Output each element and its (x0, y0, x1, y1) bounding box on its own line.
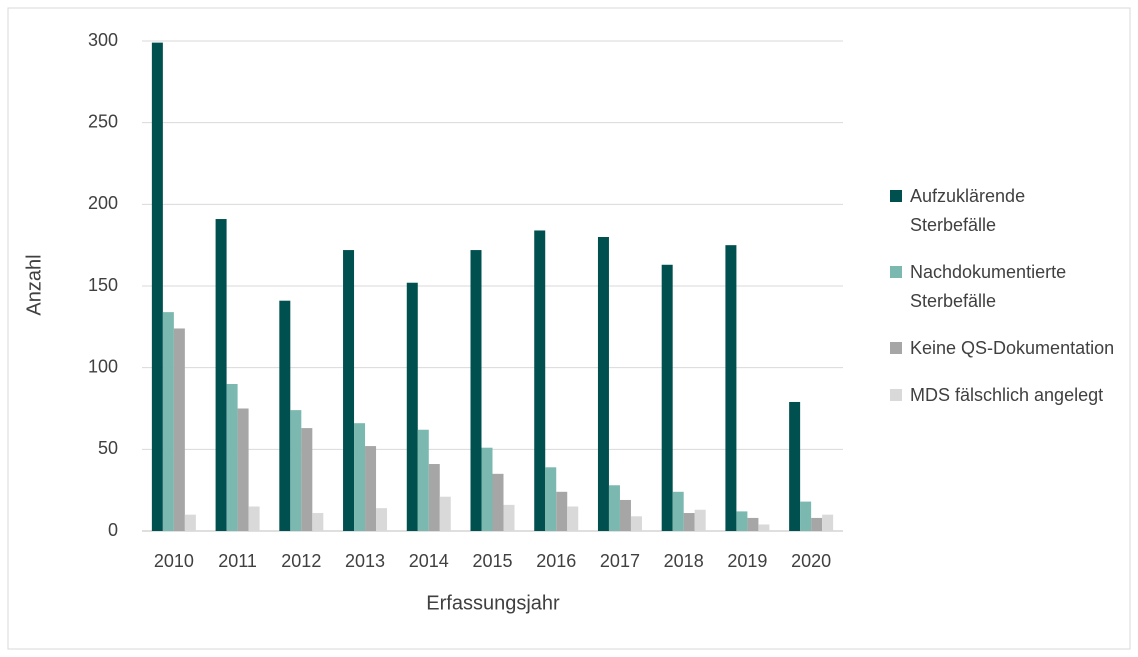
legend-label: Nachdokumentierte Sterbefälle (910, 262, 1067, 311)
bar (162, 312, 174, 531)
bar (694, 509, 706, 531)
bar (184, 514, 196, 531)
x-tick-label: 2015 (472, 551, 512, 571)
bar (343, 250, 355, 532)
bar (619, 499, 631, 531)
bar (630, 516, 642, 531)
x-axis-title: Erfassungsjahr (426, 592, 560, 614)
bar (758, 524, 770, 531)
x-tick-label: 2011 (218, 551, 257, 571)
legend-item: MDS fälschlich angelegt (890, 381, 1115, 410)
y-tick-label: 150 (88, 275, 118, 295)
x-tick-label: 2013 (345, 551, 385, 571)
y-tick-label: 250 (88, 111, 118, 131)
bar (683, 513, 695, 531)
x-tick-label: 2017 (600, 551, 640, 571)
bar (406, 282, 418, 531)
bar (811, 517, 823, 531)
bar (800, 501, 812, 531)
bar (226, 384, 238, 531)
x-tick-label: 2020 (791, 551, 831, 571)
bar (608, 485, 620, 531)
bar (556, 491, 568, 531)
bar (237, 408, 249, 531)
x-tick-label: 2016 (536, 551, 576, 571)
legend: Aufzuklärende Sterbefälle Nachdokumentier… (890, 182, 1115, 428)
bar (365, 446, 377, 531)
legend-swatch (890, 389, 902, 401)
bar (312, 513, 324, 531)
legend-label: Aufzuklärende Sterbefälle (910, 186, 1026, 235)
bar (151, 42, 163, 532)
x-tick-label: 2019 (727, 551, 767, 571)
bar (597, 237, 609, 531)
bar (301, 428, 313, 531)
bar (354, 423, 366, 531)
bar (747, 517, 759, 531)
x-tick-label: 2010 (154, 551, 194, 571)
legend-label: Keine QS-Dokumentation (910, 338, 1115, 358)
x-tick-label: 2012 (281, 551, 321, 571)
y-axis-title: Anzahl (23, 254, 45, 315)
bar (503, 504, 515, 531)
bar (545, 467, 557, 531)
legend-swatch (890, 342, 902, 354)
bar (428, 464, 440, 531)
bar (534, 230, 546, 531)
legend-swatch (890, 190, 902, 202)
bar (822, 514, 834, 531)
legend-item: Keine QS-Dokumentation (890, 334, 1115, 363)
bar (248, 506, 260, 531)
bar (481, 447, 493, 531)
bar (376, 508, 388, 531)
bar (725, 245, 737, 531)
legend-item: Nachdokumentierte Sterbefälle (890, 258, 1115, 316)
bar (417, 429, 429, 531)
bar (789, 401, 801, 531)
x-tick-label: 2014 (409, 551, 449, 571)
bar (279, 300, 291, 531)
bar (290, 410, 302, 531)
x-tick-label: 2018 (664, 551, 704, 571)
bar (672, 491, 684, 531)
bar (470, 250, 482, 532)
legend-item: Aufzuklärende Sterbefälle (890, 182, 1115, 240)
y-tick-label: 0 (108, 520, 118, 540)
bar (215, 219, 227, 532)
y-tick-label: 200 (88, 193, 118, 213)
y-tick-label: 50 (98, 438, 118, 458)
chart-frame (7, 7, 1131, 650)
bar (736, 511, 748, 531)
bar (492, 473, 504, 531)
bar (439, 496, 451, 531)
bar (173, 328, 185, 531)
bar (567, 506, 579, 531)
y-tick-label: 100 (88, 356, 118, 376)
legend-label: MDS fälschlich angelegt (910, 385, 1104, 405)
legend-swatch (890, 266, 902, 278)
bar (661, 264, 673, 531)
y-tick-label: 300 (88, 30, 118, 50)
